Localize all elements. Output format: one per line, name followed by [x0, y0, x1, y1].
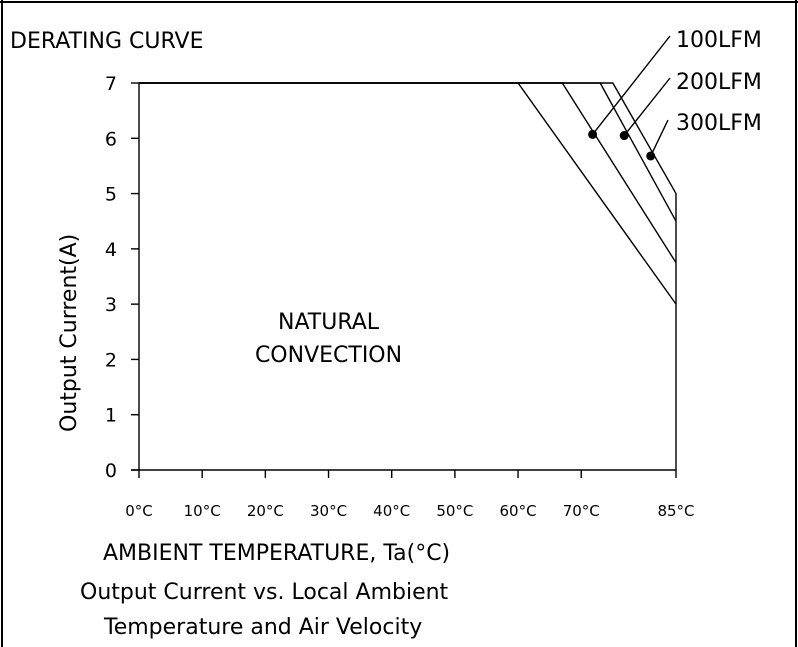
region-label: CONVECTION	[255, 343, 402, 368]
x-tick-label: 70°C	[563, 502, 600, 520]
y-tick-label: 3	[105, 294, 117, 316]
airflow-label: 300LFM	[676, 111, 762, 136]
leader-line	[623, 77, 671, 136]
x-tick-label: 40°C	[373, 502, 410, 520]
derating-curve-300lfm	[139, 82, 677, 470]
x-tick-label: 10°C	[184, 502, 221, 520]
leader-line	[650, 119, 669, 157]
leader-line	[592, 35, 671, 135]
x-tick-label: 20°C	[247, 502, 284, 520]
y-tick-label: 6	[105, 128, 117, 150]
series-layer	[139, 82, 677, 470]
x-tick-label: 60°C	[500, 502, 537, 520]
y-tick-label: 1	[105, 405, 117, 427]
x-axis-label: AMBIENT TEMPERATURE, Ta(°C)	[103, 541, 450, 566]
derating-curve-natural-convection	[139, 82, 677, 305]
plot-area	[131, 83, 676, 471]
y-tick-label: 2	[105, 349, 117, 371]
x-tick-label: 85°C	[657, 502, 694, 520]
airflow-label: 100LFM	[676, 28, 762, 53]
x-tick-label: 0°C	[125, 502, 153, 520]
airflow-label: 200LFM	[676, 70, 762, 95]
derating-curve-200lfm	[139, 82, 677, 222]
y-tick-label: 0	[105, 460, 117, 482]
region-label: NATURAL	[278, 310, 380, 335]
caption-line-1: Output Current vs. Local Ambient	[80, 580, 449, 605]
chart-title: DERATING CURVE	[10, 29, 204, 54]
marker-dot	[646, 151, 656, 161]
y-axis-label: Output Current(A)	[57, 234, 82, 432]
y-tick-label: 7	[105, 73, 117, 95]
y-tick-label: 5	[105, 184, 117, 206]
x-tick-label: 50°C	[436, 502, 473, 520]
caption-line-2: Temperature and Air Velocity	[103, 615, 422, 640]
marker-dot	[619, 131, 629, 141]
x-tick-label: 30°C	[310, 502, 347, 520]
marker-dot	[588, 129, 598, 139]
derating-curve-100lfm	[139, 82, 677, 264]
y-tick-label: 4	[105, 239, 117, 261]
annotation-layer: 100LFM 200LFM 300LFM NATURAL CONVECTION	[255, 28, 762, 368]
